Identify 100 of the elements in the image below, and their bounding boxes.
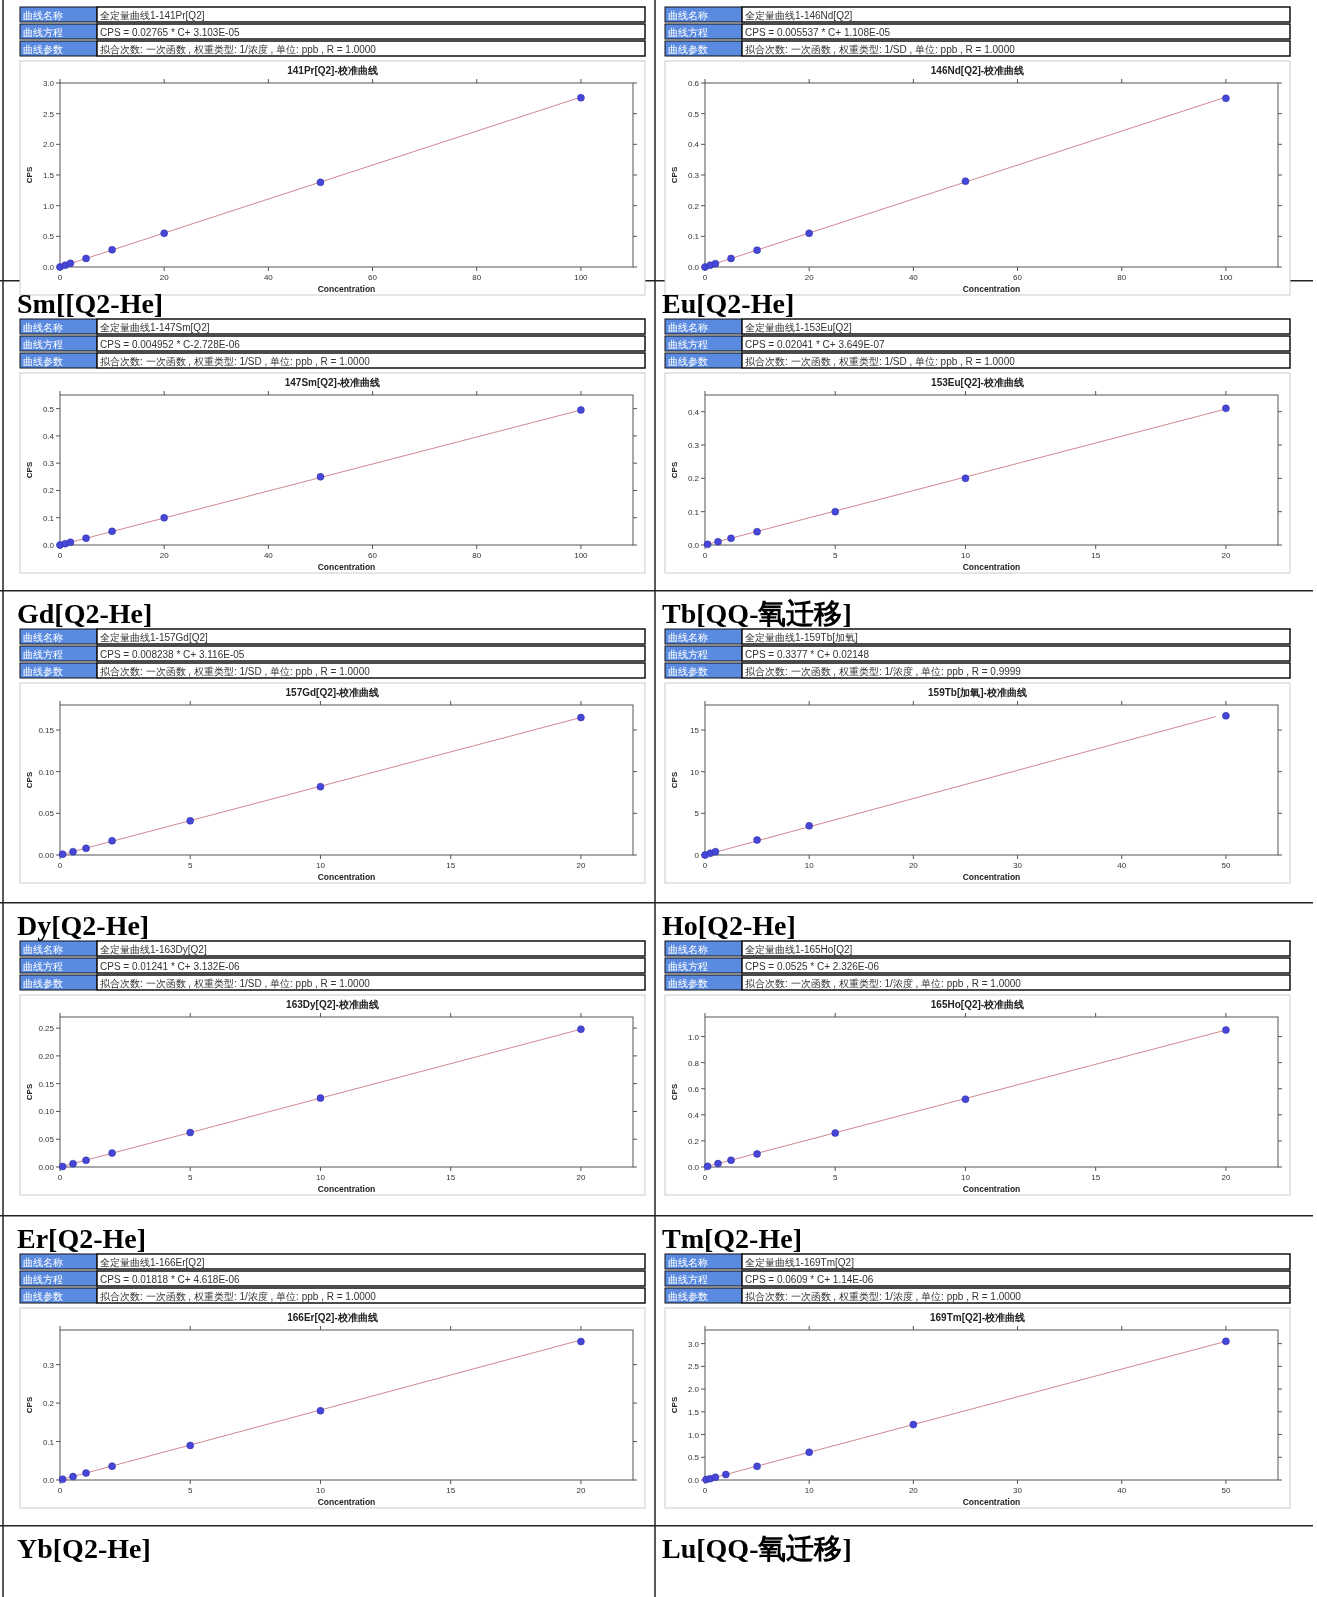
x-tick-label: 0	[57, 861, 63, 870]
point	[703, 540, 712, 549]
x-tick-label: 20	[908, 861, 919, 870]
x-tick-label: 10	[961, 551, 971, 560]
point	[316, 178, 325, 187]
x-tick-label: 80	[472, 551, 482, 560]
x-tick-label: 5	[833, 1173, 838, 1182]
y-tick-label: 0.1	[687, 507, 700, 517]
text: CPS = 0.005537 * C+ 1.108E-05	[745, 26, 891, 38]
x-tick-label: 10	[316, 1173, 326, 1182]
y-tick-label: 2.0	[42, 140, 55, 150]
text: 全定量曲线1-159Tb[加氧]	[745, 631, 859, 643]
text: 全定量曲线1-165Ho[Q2]	[745, 943, 853, 955]
point	[727, 1156, 735, 1164]
y-axis-title: CPS	[670, 166, 679, 184]
point	[69, 1159, 77, 1168]
chart-title: 153Eu[Q2]-校准曲线	[931, 377, 1024, 388]
y-tick-label: 10	[690, 767, 700, 777]
y-axis-title: CPS	[25, 1083, 34, 1101]
point	[577, 713, 585, 722]
x-tick-label: 100	[1219, 273, 1234, 282]
y-tick-label: 0.8	[687, 1058, 700, 1068]
text: 曲线方程	[23, 26, 63, 38]
x-axis-title: Concentration	[317, 872, 376, 882]
x-tick-label: 10	[316, 1486, 326, 1495]
y-tick-label: 0.00	[38, 851, 55, 860]
text: 曲线方程	[23, 1273, 63, 1285]
x-tick-label: 60	[368, 551, 378, 560]
text: CPS = 0.02765 * C+ 3.103E-05	[100, 26, 240, 38]
text: CPS = 0.008238 * C+ 3.116E-05	[100, 648, 245, 660]
y-tick-label: 0.4	[687, 407, 700, 417]
x-tick-label: 0	[57, 1173, 63, 1182]
text: 曲线方程	[23, 338, 63, 350]
x-axis-title: Concentration	[317, 1184, 376, 1194]
y-tick-label: 0.0	[42, 1476, 55, 1485]
text: 曲线参数	[23, 43, 63, 55]
chart-title: 147Sm[Q2]-校准曲线	[284, 377, 381, 388]
text: 拟合次数: 一次函数 , 权重类型: 1/SD , 单位: ppb , R = 1.0000	[745, 355, 1016, 367]
y-axis-title: CPS	[670, 771, 679, 789]
chart-subtitle: Tb[QQ-氧迁移]	[662, 598, 852, 629]
y-tick-label: 15	[690, 726, 700, 735]
point	[69, 1472, 77, 1481]
y-tick-label: 0.25	[38, 1024, 55, 1034]
x-tick-label: 80	[1117, 273, 1127, 282]
point	[753, 836, 761, 844]
point	[1222, 712, 1230, 720]
chart-title: 146Nd[Q2]-校准曲线	[930, 65, 1025, 76]
point	[727, 254, 735, 263]
point	[805, 229, 813, 238]
text: 全定量曲线1-169Tm[Q2]	[745, 1256, 855, 1268]
y-tick-label: 0.05	[38, 809, 55, 819]
x-tick-label: 50	[1221, 861, 1231, 870]
x-tick-label: 20	[1221, 551, 1231, 560]
y-tick-label: 1.0	[687, 1430, 700, 1440]
x-tick-label: 5	[188, 861, 193, 870]
text: 全定量曲线1-153Eu[Q2]	[745, 321, 852, 333]
text: Yb[Q2-He]	[17, 1533, 151, 1564]
point	[66, 259, 75, 268]
point	[711, 259, 720, 268]
y-tick-label: 1.5	[42, 171, 55, 180]
x-tick-label: 40	[908, 273, 919, 282]
y-tick-label: 0.4	[687, 1110, 700, 1120]
y-tick-label: 5	[694, 809, 700, 819]
chart-title: 169Tm[Q2]-校准曲线	[929, 1312, 1026, 1323]
text: 全定量曲线1-157Gd[Q2]	[100, 631, 209, 643]
point	[753, 1462, 761, 1471]
text: 拟合次数: 一次函数 , 权重类型: 1/浓度 , 单位: ppb , R = 1.0000	[745, 977, 1022, 989]
x-tick-label: 60	[1013, 273, 1023, 282]
x-axis-title: Concentration	[317, 1497, 376, 1507]
text: 曲线名称	[668, 1256, 708, 1268]
x-tick-label: 100	[574, 273, 589, 282]
point	[186, 1128, 194, 1137]
y-tick-label: 2.0	[687, 1385, 700, 1395]
text: 曲线参数	[668, 355, 708, 367]
x-tick-label: 20	[576, 861, 586, 870]
text: 曲线参数	[23, 355, 63, 367]
text: 全定量曲线1-146Nd[Q2]	[745, 9, 853, 21]
point	[577, 93, 585, 102]
x-tick-label: 30	[1013, 861, 1023, 870]
y-tick-label: 0.15	[38, 1079, 55, 1089]
point	[577, 406, 585, 414]
x-tick-label: 30	[1013, 1486, 1023, 1495]
point	[58, 1475, 67, 1483]
text: 全定量曲线1-166Er[Q2]	[100, 1256, 205, 1268]
y-axis-title: CPS	[670, 461, 679, 479]
point	[58, 1162, 67, 1171]
text: 曲线方程	[23, 960, 63, 972]
y-tick-label: 0.0	[42, 263, 55, 272]
text: 曲线名称	[23, 321, 63, 333]
y-tick-label: 3.0	[687, 1339, 700, 1349]
y-tick-label: 0.5	[687, 1453, 700, 1463]
text: 曲线方程	[23, 648, 63, 660]
text: 全定量曲线1-147Sm[Q2]	[100, 321, 210, 333]
chart-title: 165Ho[Q2]-校准曲线	[930, 999, 1025, 1010]
point	[108, 246, 116, 254]
text: 拟合次数: 一次函数 , 权重类型: 1/SD , 单位: ppb , R = 1.0000	[745, 43, 1016, 55]
text: 曲线名称	[668, 9, 708, 21]
text: 曲线参数	[23, 1290, 63, 1302]
y-tick-label: 0.3	[42, 459, 55, 469]
point	[831, 1129, 839, 1137]
